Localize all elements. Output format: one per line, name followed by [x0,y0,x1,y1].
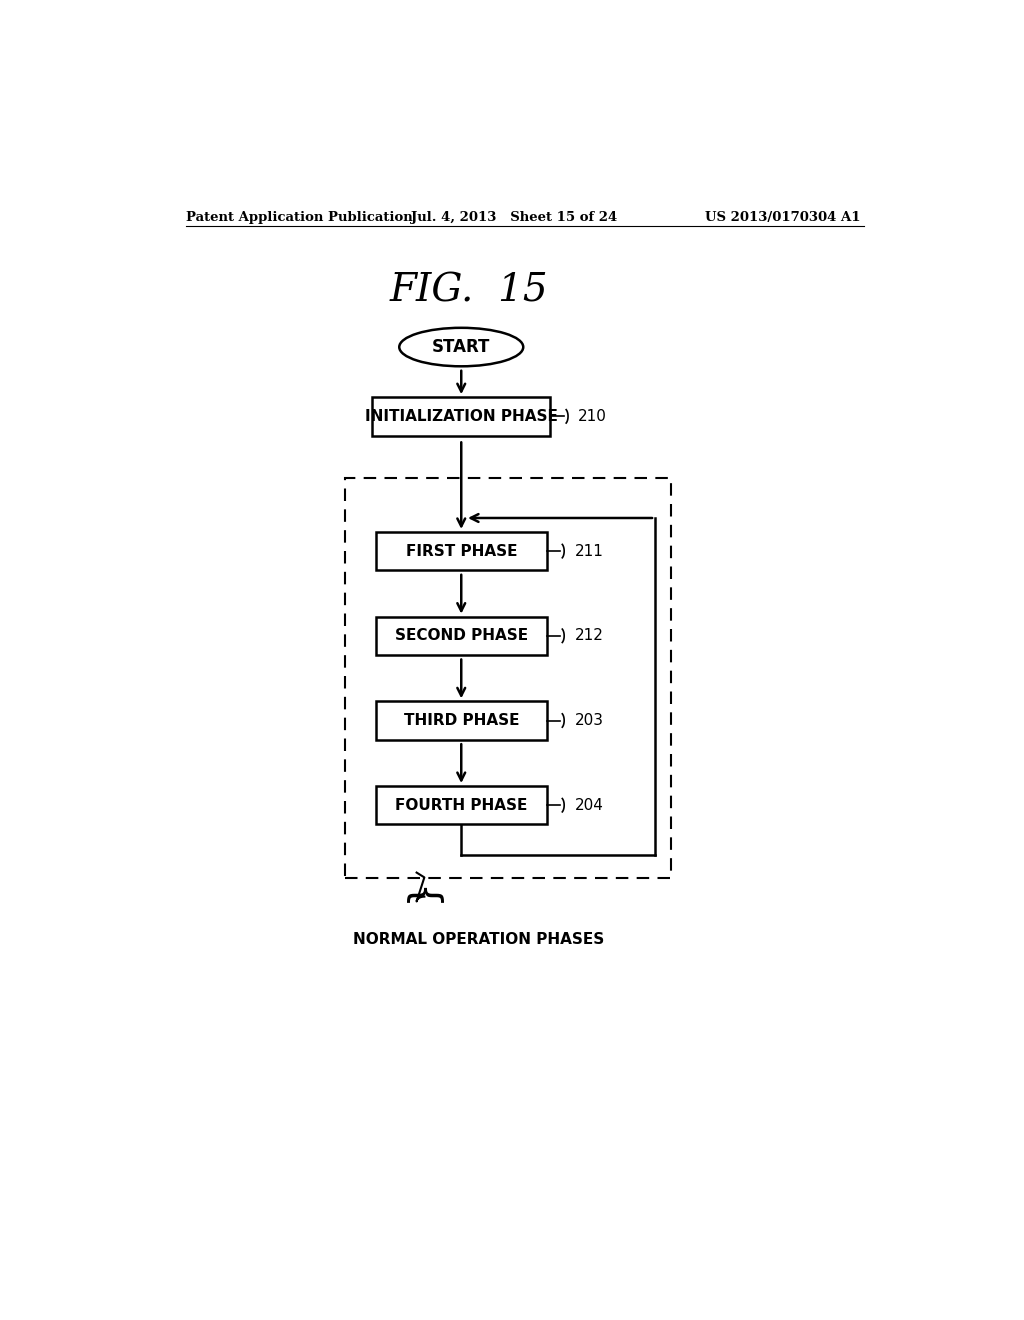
Text: SECOND PHASE: SECOND PHASE [394,628,527,643]
Text: Jul. 4, 2013   Sheet 15 of 24: Jul. 4, 2013 Sheet 15 of 24 [411,211,617,224]
Text: INITIALIZATION PHASE: INITIALIZATION PHASE [365,409,558,424]
Bar [376,532,547,570]
Text: US 2013/0170304 A1: US 2013/0170304 A1 [706,211,861,224]
Text: THIRD PHASE: THIRD PHASE [403,713,519,729]
Text: FOURTH PHASE: FOURTH PHASE [395,797,527,813]
Bar [372,397,550,436]
Text: 210: 210 [579,409,607,424]
Text: FIRST PHASE: FIRST PHASE [406,544,517,558]
Text: START: START [432,338,490,356]
Text: 203: 203 [574,713,603,729]
Text: FIG.  15: FIG. 15 [390,272,548,309]
Text: 212: 212 [574,628,603,643]
Text: {: { [401,886,439,911]
Bar [376,616,547,655]
Ellipse shape [399,327,523,367]
Text: NORMAL OPERATION PHASES: NORMAL OPERATION PHASES [352,932,604,948]
Bar [376,785,547,825]
Text: 204: 204 [574,797,603,813]
Bar [345,478,671,878]
Text: 211: 211 [574,544,603,558]
Bar [376,701,547,739]
Text: Patent Application Publication: Patent Application Publication [186,211,413,224]
